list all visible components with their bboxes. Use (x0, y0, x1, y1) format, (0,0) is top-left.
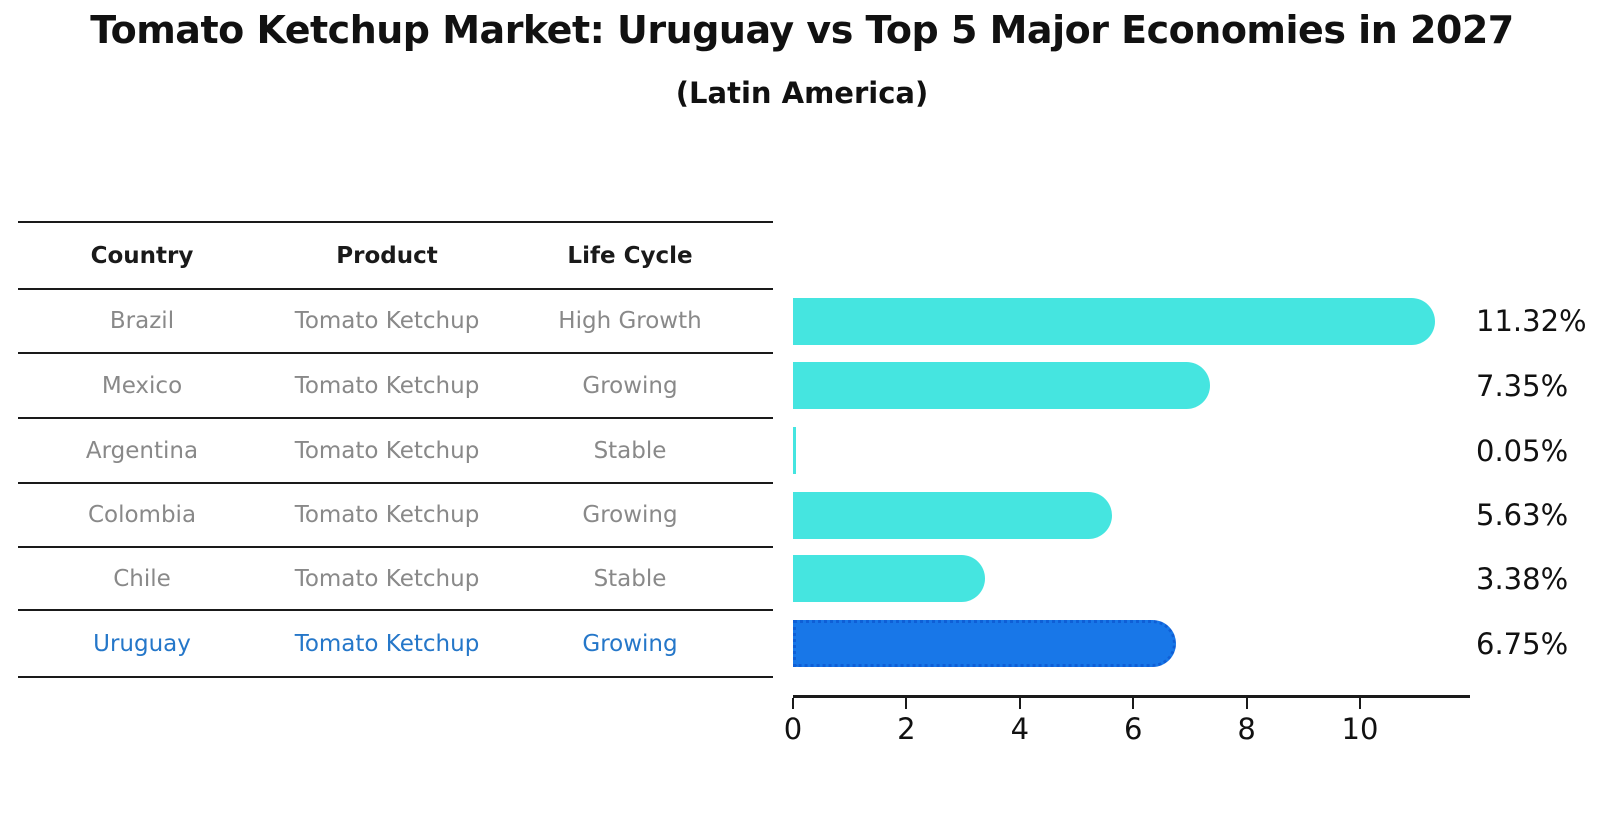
table-rule (18, 609, 773, 611)
cell-country: Argentina (85, 437, 199, 464)
x-axis-tick (1018, 698, 1021, 709)
x-axis-tick (1359, 698, 1361, 709)
table-rule (18, 221, 773, 223)
cell-product: Tomato Ketchup (294, 630, 480, 657)
bar-uruguay (793, 620, 1176, 667)
bar-mexico (793, 362, 1210, 409)
x-axis-tick (792, 698, 794, 709)
cell-life-cycle: Stable (593, 565, 667, 592)
table-row-brazil: Brazil Tomato Ketchup High Growth (18, 289, 773, 353)
cell-product: Tomato Ketchup (294, 308, 480, 334)
column-header-country: Country (90, 242, 194, 269)
cell-country: Brazil (109, 308, 175, 334)
cell-life-cycle: Growing (582, 502, 678, 528)
x-axis-tick-label: 0 (783, 712, 803, 746)
cell-product: Tomato Ketchup (294, 565, 480, 592)
x-axis-tick-label: 4 (1010, 712, 1030, 746)
table-row-chile: Chile Tomato Ketchup Stable (18, 547, 773, 610)
x-axis-tick-label: 2 (897, 712, 916, 746)
cell-product: Tomato Ketchup (294, 502, 480, 528)
cell-country: Colombia (87, 502, 197, 528)
table-rule (18, 288, 773, 290)
bar-value-label: 0.05% (1476, 433, 1569, 468)
cell-product: Tomato Ketchup (294, 437, 480, 464)
table-rule (18, 482, 773, 484)
x-axis-tick (1245, 698, 1248, 709)
x-axis-tick (905, 698, 908, 709)
cell-life-cycle: High Growth (558, 308, 702, 334)
column-header-lifecycle: Life Cycle (567, 242, 693, 269)
bar-brazil (793, 297, 1435, 345)
bar-value-label: 5.63% (1476, 498, 1569, 532)
x-axis-line (793, 695, 1470, 698)
cell-country: Uruguay (93, 630, 191, 657)
cell-life-cycle: Stable (593, 437, 667, 464)
table-header-row: Country Product Life Cycle (18, 222, 773, 289)
bar-value-label: 3.38% (1476, 561, 1569, 596)
cell-life-cycle: Growing (582, 630, 678, 657)
table-rule (18, 546, 773, 548)
table-row-colombia: Colombia Tomato Ketchup Growing (18, 483, 773, 547)
table-row-mexico: Mexico Tomato Ketchup Growing (18, 353, 773, 418)
bar-value-label: 11.32% (1476, 304, 1587, 338)
chart-title: Tomato Ketchup Market: Uruguay vs Top 5 … (90, 8, 1514, 52)
bar-colombia (793, 491, 1113, 539)
bar-argentina (793, 427, 796, 474)
table-rule (18, 676, 773, 678)
chart-subtitle: (Latin America) (675, 76, 929, 110)
table-rule (18, 352, 773, 354)
table-row-argentina: Argentina Tomato Ketchup Stable (18, 418, 773, 483)
bar-value-label: 7.35% (1476, 368, 1569, 403)
table-rule (18, 417, 773, 419)
cell-product: Tomato Ketchup (294, 372, 480, 399)
x-axis-tick (1132, 698, 1135, 709)
x-axis-tick-label: 8 (1237, 712, 1256, 746)
cell-country: Mexico (101, 372, 183, 399)
bar-value-label: 6.75% (1476, 626, 1569, 661)
column-header-product: Product (336, 242, 438, 269)
bar-chile (793, 555, 985, 602)
x-axis-tick-label: 10 (1341, 712, 1379, 746)
cell-life-cycle: Growing (582, 372, 678, 399)
table-row-uruguay: Uruguay Tomato Ketchup Growing (18, 610, 773, 677)
cell-country: Chile (113, 565, 171, 592)
x-axis-tick-label: 6 (1123, 712, 1143, 746)
